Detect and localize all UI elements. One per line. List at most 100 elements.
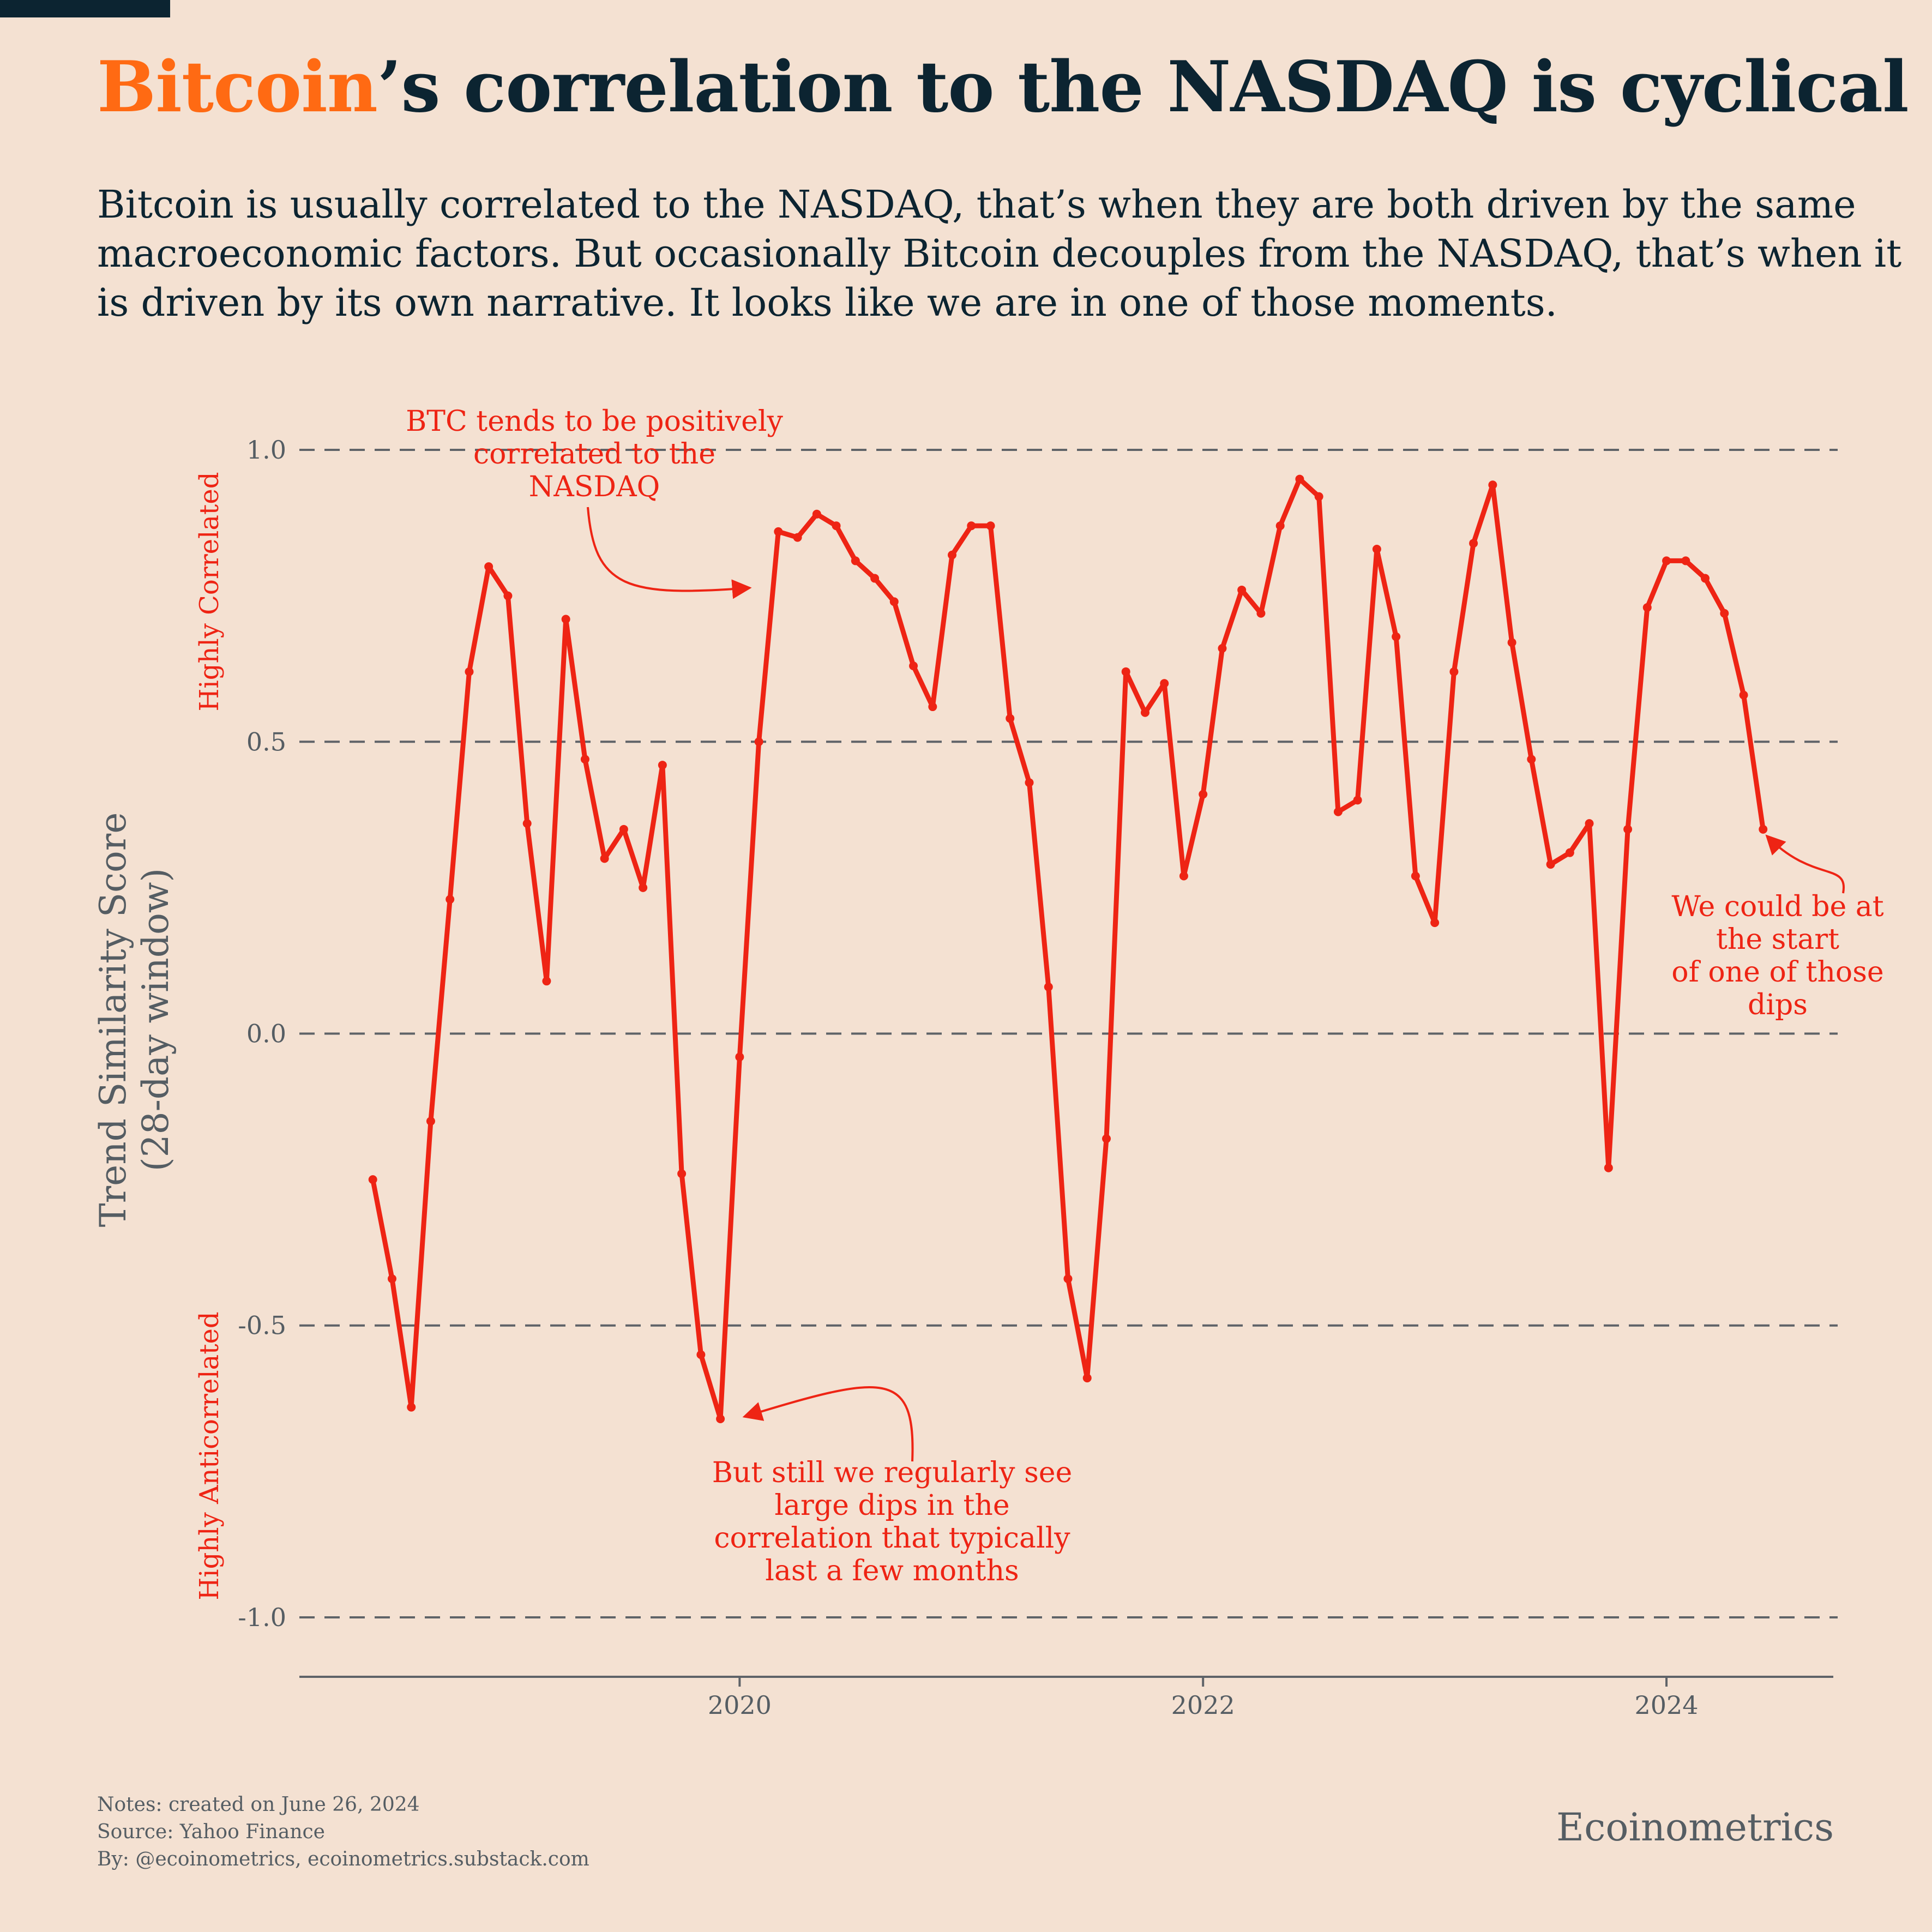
data-point [426, 1117, 435, 1126]
data-point [1006, 714, 1015, 723]
data-point [465, 667, 474, 676]
data-point [1585, 819, 1594, 828]
annotation-arrow [1765, 834, 1845, 894]
annotation-arrow [742, 1386, 914, 1462]
data-point [446, 895, 455, 904]
data-point [1275, 521, 1285, 531]
data-point [658, 761, 667, 770]
title-highlight: Bitcoin [97, 46, 378, 128]
data-point [851, 556, 860, 565]
annotation-text: But still we regularly see large dips in … [712, 1456, 1073, 1587]
data-point [1025, 778, 1034, 787]
title-rest: ’s correlation to the NASDAQ is cyclical [377, 46, 1909, 128]
data-point [407, 1403, 416, 1412]
footer-notes: Notes: created on June 26, 2024 Source: … [97, 1791, 589, 1873]
data-point [1256, 609, 1266, 618]
data-point [1314, 492, 1323, 501]
corner-accent-bar [0, 0, 170, 17]
data-point [1353, 796, 1362, 805]
data-point [1082, 1374, 1092, 1383]
data-point [1160, 679, 1169, 688]
x-tick-label: 2024 [1635, 1690, 1699, 1720]
data-point [1140, 708, 1149, 717]
data-point [1102, 1134, 1111, 1143]
data-point [561, 615, 570, 624]
data-point [1372, 545, 1381, 554]
x-tick-label: 2022 [1171, 1690, 1235, 1720]
data-point [1623, 824, 1633, 834]
footer-source: Source: Yahoo Finance [97, 1821, 325, 1843]
data-point [503, 591, 513, 600]
data-point [639, 883, 648, 892]
data-point [580, 755, 589, 764]
data-point [967, 521, 976, 531]
data-point [1295, 474, 1304, 484]
y-tick-label: -1.0 [238, 1603, 286, 1632]
footer-note-created: Notes: created on June 26, 2024 [97, 1793, 420, 1816]
data-point [1411, 871, 1420, 881]
annotation-text: BTC tends to be positively correlated to … [406, 405, 783, 503]
data-point [368, 1175, 377, 1184]
y-tick-label: 0.0 [246, 1019, 286, 1049]
data-point [948, 550, 957, 559]
data-point [735, 1052, 744, 1062]
page-title: Bitcoin’s correlation to the NASDAQ is c… [97, 46, 1909, 128]
data-point [696, 1350, 706, 1359]
data-point [1179, 871, 1188, 881]
data-point [542, 977, 551, 986]
data-point [1642, 603, 1652, 612]
data-point [1701, 574, 1710, 583]
data-point [716, 1415, 725, 1423]
brand-logo-text: Ecoinometrics [1556, 1805, 1834, 1850]
data-point [1488, 480, 1497, 490]
data-point [754, 737, 763, 747]
data-point [1546, 860, 1555, 869]
data-point [1333, 807, 1343, 816]
subtitle: Bitcoin is usually correlated to the NAS… [97, 182, 1902, 325]
data-point [1392, 632, 1401, 641]
data-point [1044, 982, 1053, 991]
y-tick-label: -0.5 [238, 1311, 286, 1340]
annotation-arrow [587, 507, 752, 599]
data-point [1720, 609, 1729, 618]
data-point [889, 597, 899, 606]
data-point [832, 521, 841, 531]
data-point [1430, 918, 1440, 928]
y-tick-label: 1.0 [246, 435, 286, 465]
y-axis-title: Trend Similarity Score(28-day window) [92, 812, 177, 1227]
data-point [1604, 1163, 1613, 1172]
data-point [1449, 667, 1459, 676]
data-point [870, 574, 880, 583]
band-label-highly-anticorrelated: Highly Anticorrelated [194, 1311, 225, 1600]
data-point [812, 509, 821, 519]
annotation-text: We could be at the start of one of those di… [1671, 890, 1883, 1021]
data-point [774, 527, 783, 536]
data-point [1063, 1274, 1073, 1284]
data-point [1527, 755, 1536, 764]
data-point [1565, 848, 1574, 857]
footer-byline: By: @ecoinometrics, ecoinometrics.substa… [97, 1848, 589, 1870]
x-tick-label: 2020 [708, 1690, 772, 1720]
data-point [909, 661, 918, 671]
y-tick-label: 0.5 [246, 727, 286, 756]
data-point [522, 819, 532, 828]
band-label-highly-correlated: Highly Correlated [194, 472, 225, 712]
data-point [677, 1169, 687, 1178]
data-point [619, 824, 628, 834]
data-point [1121, 667, 1130, 676]
data-point [1237, 585, 1247, 594]
data-point [1199, 790, 1208, 799]
data-point [928, 702, 937, 712]
data-point [484, 562, 493, 571]
data-point [1507, 638, 1516, 647]
data-point [387, 1274, 396, 1284]
data-point [1759, 824, 1768, 834]
data-point [1681, 556, 1690, 565]
data-point [1662, 556, 1671, 565]
data-point [793, 533, 802, 542]
data-point [1739, 690, 1748, 700]
data-point [600, 854, 609, 863]
data-point [986, 521, 995, 531]
data-point [1469, 539, 1478, 548]
